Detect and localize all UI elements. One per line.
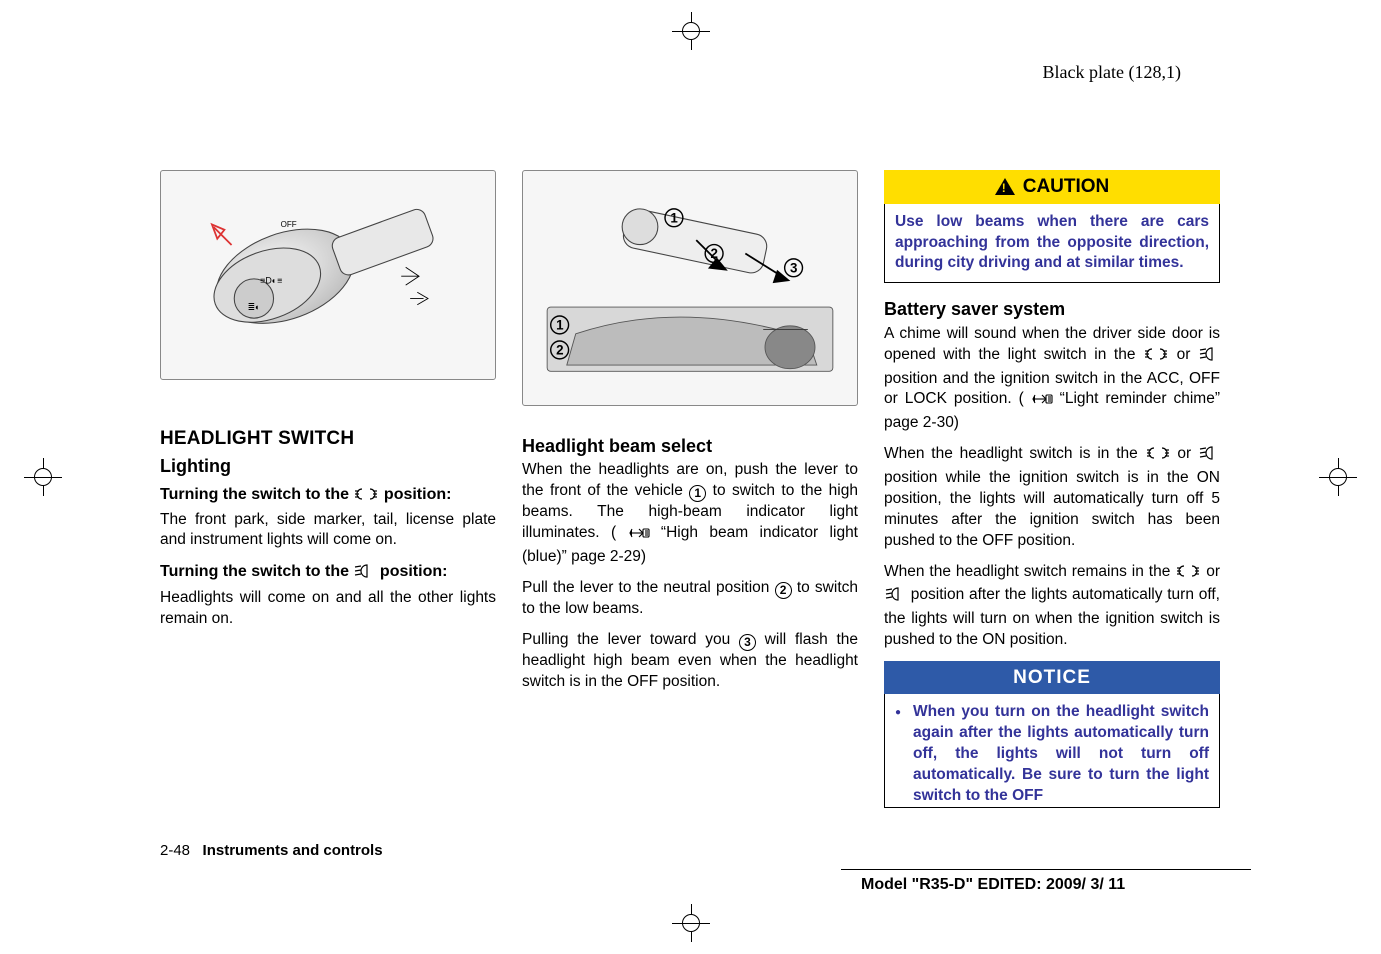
svg-text:≡D◐≡: ≡D◐≡: [260, 275, 282, 285]
footer-model-info: Model "R35-D" EDITED: 2009/ 3/ 11: [841, 869, 1251, 894]
notice-item-1: When you turn on the headlight switch ag…: [913, 702, 1209, 807]
beam-p2: Pull the lever to the neutral position 2…: [522, 578, 858, 620]
caution-box: CAUTION Use low beams when there are car…: [884, 170, 1220, 283]
pointer-icon: [628, 526, 650, 547]
content-columns: OFF ≡D◐≡ ≣◐ HEADLIGHT SWITCH Lighting Turn…: [160, 170, 1220, 808]
heading-battery-saver: Battery saver system: [884, 297, 1220, 321]
beam-p3: Pulling the lever toward you 3 will flas…: [522, 630, 858, 693]
park-light-icon: [1175, 564, 1201, 585]
pointer-icon: [1031, 392, 1053, 413]
footer-page-info: 2-48 Instruments and controls: [160, 842, 383, 859]
svg-text:1: 1: [670, 210, 678, 225]
heading-beam-select: Headlight beam select: [522, 434, 858, 458]
headlight-icon: [1198, 445, 1220, 468]
page-number: 2-48: [160, 842, 190, 859]
park-light-icon: [1145, 446, 1171, 467]
circled-1: 1: [689, 485, 706, 502]
crop-mark-bottom: [672, 904, 710, 942]
figure-1-svg: OFF ≡D◐≡ ≣◐: [178, 178, 478, 372]
notice-header: NOTICE: [884, 661, 1220, 695]
caution-label: CAUTION: [1023, 174, 1110, 200]
park-light-icon: [353, 486, 379, 508]
battery-p2: When the headlight switch is in the or p…: [884, 444, 1220, 552]
notice-body: When you turn on the headlight switch ag…: [884, 694, 1220, 808]
heading-headlight-switch: HEADLIGHT SWITCH: [160, 426, 496, 452]
svg-text:≣◐: ≣◐: [248, 302, 261, 312]
svg-text:2: 2: [556, 342, 563, 357]
turning-head-title: Turning the switch to the position:: [160, 561, 496, 586]
figure-2-svg: 1 2 3 1 2: [540, 191, 840, 385]
svg-text:3: 3: [790, 260, 797, 275]
notice-box: NOTICE When you turn on the headlight sw…: [884, 661, 1220, 808]
battery-p3: When the headlight switch remains in the…: [884, 562, 1220, 651]
battery-p1: A chime will sound when the driver side …: [884, 324, 1220, 435]
circled-2: 2: [775, 582, 792, 599]
warning-triangle-icon: [995, 178, 1015, 195]
headlight-icon: [353, 563, 375, 586]
beam-p1: When the headlights are on, push the lev…: [522, 460, 858, 568]
svg-text:1: 1: [556, 317, 564, 332]
caution-header: CAUTION: [884, 170, 1220, 204]
caution-body: Use low beams when there are cars approa…: [884, 204, 1220, 284]
crop-mark-left: [24, 458, 62, 496]
headlight-icon: [1198, 346, 1220, 369]
circled-3: 3: [739, 634, 756, 651]
figure-beam-select: 1 2 3 1 2: [522, 170, 858, 406]
park-light-icon: [1143, 347, 1169, 368]
column-3: CAUTION Use low beams when there are car…: [884, 170, 1220, 808]
header-plate: Black plate (128,1): [1043, 62, 1181, 83]
turning-head-body: Headlights will come on and all the othe…: [160, 588, 496, 630]
headlight-icon: [884, 586, 906, 609]
page: Black plate (128,1) OFF ≡D◐≡ ≣◐ HEADLIGHT …: [0, 0, 1381, 954]
svg-text:2: 2: [711, 246, 718, 261]
figure-headlight-switch: OFF ≡D◐≡ ≣◐: [160, 170, 496, 380]
chapter-title: Instruments and controls: [203, 842, 383, 859]
turning-park-body: The front park, side marker, tail, licen…: [160, 510, 496, 552]
crop-mark-right: [1319, 458, 1357, 496]
svg-text:OFF: OFF: [281, 220, 297, 229]
crop-mark-top: [672, 12, 710, 50]
turning-park-title: Turning the switch to the position:: [160, 484, 496, 508]
heading-lighting: Lighting: [160, 454, 496, 478]
column-1: OFF ≡D◐≡ ≣◐ HEADLIGHT SWITCH Lighting Turn…: [160, 170, 496, 808]
column-2: 1 2 3 1 2 Headlight beam select When the hea…: [522, 170, 858, 808]
